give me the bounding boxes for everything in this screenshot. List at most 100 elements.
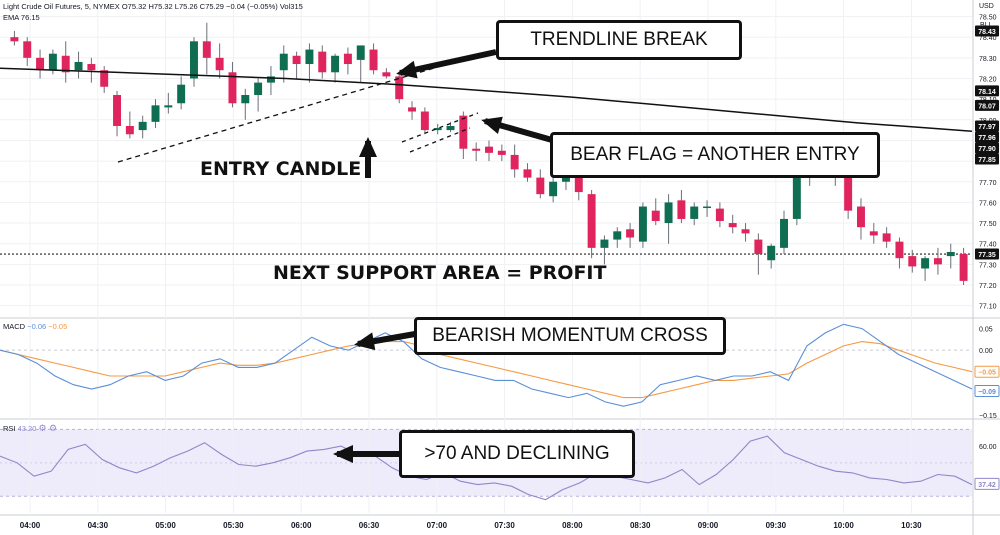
candle-body: [113, 95, 122, 126]
candle-body: [23, 41, 32, 58]
candle-body: [177, 84, 186, 104]
candle-body: [741, 229, 750, 234]
symbol-line: Light Crude Oil Futures, 5, NYMEX: [3, 2, 120, 11]
candle-body: [433, 128, 442, 131]
rsi-badge: 37.42: [978, 482, 996, 489]
candle-body: [728, 223, 737, 228]
time-tick-label: 05:00: [155, 521, 176, 530]
unit-label: BLL: [980, 22, 993, 29]
macd-title: MACD: [3, 322, 26, 331]
rsi-value: 43.20: [17, 424, 37, 433]
settings-icon[interactable]: ⚙ ⚙: [38, 423, 58, 433]
candle-body: [510, 154, 519, 170]
macd-lines: [0, 323, 973, 407]
rsi-title: RSI: [3, 424, 16, 433]
candle-body: [664, 202, 673, 224]
candle-body: [254, 82, 263, 96]
candle-body: [420, 111, 429, 131]
price-badge: 77.96: [978, 135, 996, 142]
ema-curve: [0, 67, 973, 132]
ohlc-readout: O75.32 H75.32 L75.26 C75.29 −0.04 (−0.05…: [121, 2, 303, 11]
price-badge-bg: [975, 142, 999, 154]
time-tick-label: 09:00: [698, 521, 719, 530]
price-tick-label: 77.10: [979, 304, 997, 311]
symbol-title: Light Crude Oil Futures, 5, NYMEX O75.32…: [3, 2, 303, 11]
candle-body: [959, 254, 968, 281]
macd-tick-label: 0.05: [979, 327, 993, 334]
candle-body: [677, 200, 686, 219]
candle-body: [151, 105, 160, 122]
ema-line: [0, 67, 973, 132]
candle-body: [343, 53, 352, 65]
macd-badge-bg: [974, 365, 1000, 378]
candle-body: [613, 231, 622, 240]
candle-body: [856, 206, 865, 228]
price-tick-label: 78.50: [979, 15, 997, 22]
candle-body: [895, 241, 904, 259]
signal-value: −0.05: [48, 322, 68, 331]
flag-upper-line: [401, 112, 479, 143]
candle-body: [202, 41, 211, 58]
candle-body: [485, 146, 493, 153]
rsi-curve: [0, 435, 973, 501]
arrow-entry: [359, 137, 377, 178]
flag-lower-line: [409, 127, 471, 153]
candle-body: [215, 57, 224, 71]
candle-body: [266, 76, 275, 83]
arrow-bear-flag: [481, 116, 553, 143]
time-axis: 04:00 04:30 05:00 05:30 06:00 06:30 07:00 07:30…: [20, 521, 922, 530]
macd-value: −0.06: [27, 322, 47, 331]
time-tick-label: 04:30: [88, 521, 109, 530]
candle-body: [638, 206, 647, 242]
ema-legend: EMA 76.15: [3, 13, 40, 22]
signal-line: [0, 341, 973, 399]
candle-body: [921, 258, 930, 269]
macd-badge: −0.09: [978, 389, 996, 396]
candle-body: [715, 208, 724, 221]
candle-body: [279, 53, 288, 71]
candle-body: [703, 206, 712, 209]
candle-body: [138, 121, 147, 131]
candle-body: [549, 181, 558, 197]
candle-body: [369, 49, 378, 71]
macd-badge-bg: [974, 384, 1000, 397]
arrow-trendline-head: [396, 60, 418, 79]
candle-body: [356, 45, 365, 60]
candle-body: [946, 251, 955, 257]
candle-body: [690, 206, 699, 219]
label-entry-candle: ENTRY CANDLE: [200, 158, 362, 180]
time-tick-label: 08:30: [630, 521, 651, 530]
time-tick-label: 07:30: [494, 521, 515, 530]
arrow-momentum: [354, 331, 416, 351]
price-badge-bg: [975, 25, 999, 37]
price-badge-bg: [975, 248, 999, 260]
candle-body: [780, 218, 788, 248]
candle-body: [125, 125, 134, 135]
price-badge: 77.35: [978, 252, 996, 259]
candle-body: [600, 239, 609, 248]
annotation-arrows: [333, 49, 553, 463]
rsi-legend: RSI 43.20 ⚙ ⚙: [3, 423, 57, 434]
rsi-badge-bg: [974, 477, 1000, 490]
callout-rsi: >70 AND DECLINING: [399, 430, 635, 478]
candle-body: [523, 169, 532, 178]
candle-body: [908, 256, 917, 267]
candle-body: [536, 177, 545, 195]
time-tick-label: 07:00: [427, 521, 448, 530]
price-tick-label: 78.30: [979, 56, 997, 63]
price-badge: 78.43: [978, 29, 996, 36]
time-tick-label: 06:30: [359, 521, 380, 530]
candle-body: [497, 150, 506, 155]
candle-body: [574, 165, 583, 193]
price-tick-label: 77.40: [979, 242, 997, 249]
candle-body: [48, 53, 57, 71]
time-tick-label: 06:00: [291, 521, 312, 530]
candle-body: [933, 258, 942, 265]
candle-body: [626, 229, 635, 238]
price-badge: 78.14: [978, 89, 996, 96]
time-tick-label: 05:30: [223, 521, 244, 530]
candle-body: [36, 57, 45, 71]
candle-body: [292, 55, 301, 65]
candle-body: [882, 233, 891, 242]
time-tick-label: 10:30: [901, 521, 922, 530]
